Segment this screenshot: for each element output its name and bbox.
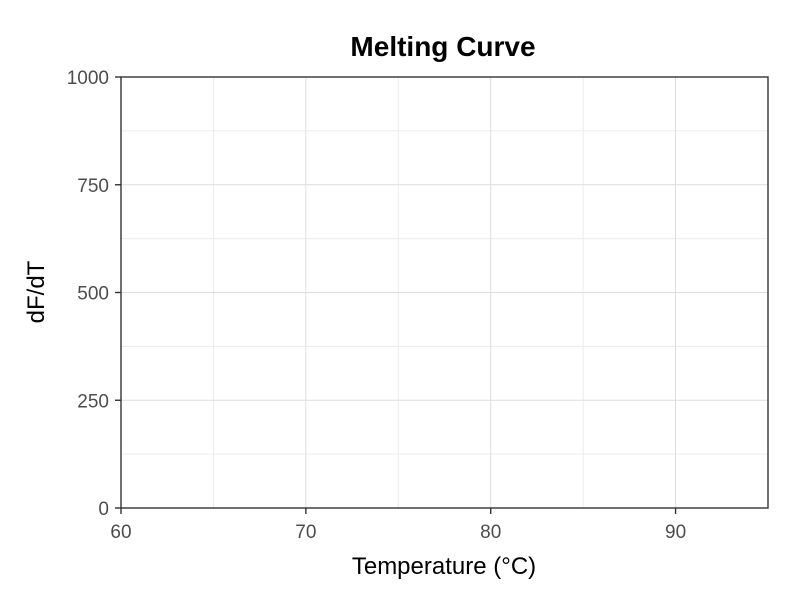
x-axis: 60 70 80 90 bbox=[110, 508, 686, 543]
y-tick-label: 750 bbox=[77, 176, 109, 197]
x-tick-label: 90 bbox=[665, 522, 686, 543]
x-tick-label: 60 bbox=[110, 522, 131, 543]
y-axis-label: dF/dT bbox=[23, 260, 50, 323]
chart-title: Melting Curve bbox=[350, 31, 535, 62]
x-tick-label: 70 bbox=[295, 522, 316, 543]
y-tick-label: 250 bbox=[77, 391, 109, 412]
minor-gridlines bbox=[121, 77, 768, 508]
y-axis: 0 250 500 750 1000 bbox=[67, 68, 121, 520]
y-tick-label: 1000 bbox=[67, 68, 109, 89]
y-tick-label: 0 bbox=[98, 499, 109, 520]
x-tick-label: 80 bbox=[480, 522, 501, 543]
x-axis-label: Temperature (°C) bbox=[352, 553, 536, 580]
y-tick-label: 500 bbox=[77, 284, 109, 305]
